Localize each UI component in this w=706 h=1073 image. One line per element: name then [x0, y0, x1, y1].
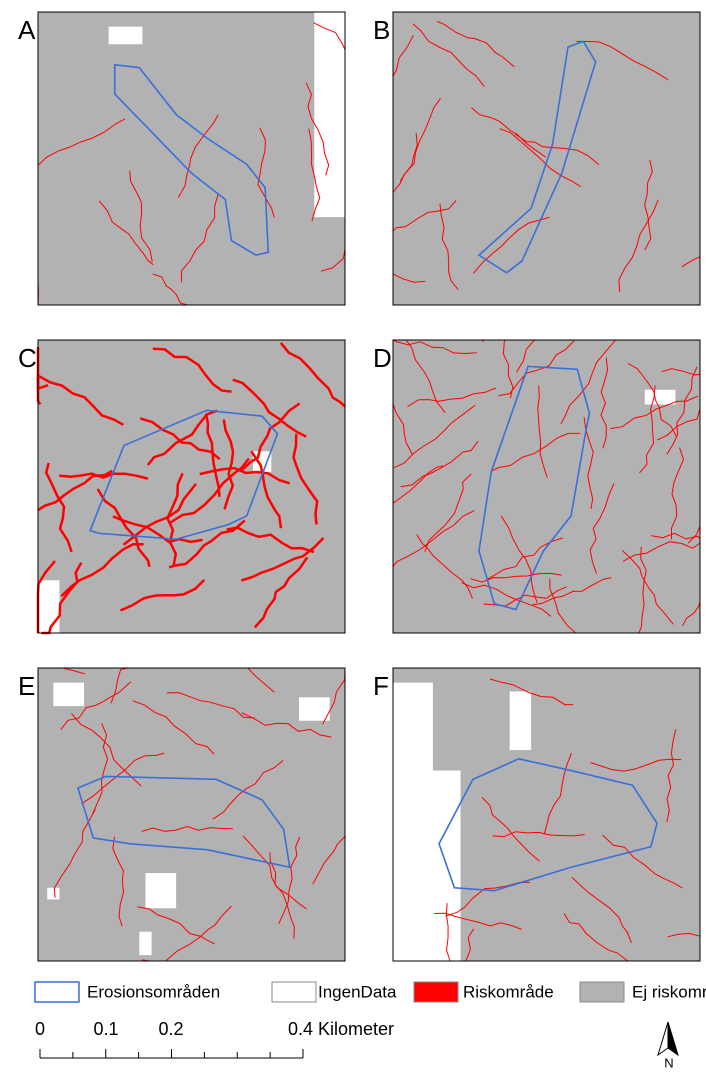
- map-panel: E: [18, 668, 345, 961]
- no-data-area: [645, 390, 676, 405]
- map-panel: A: [18, 12, 345, 305]
- no-data-area: [314, 12, 345, 217]
- no-data-area: [139, 932, 151, 955]
- legend-swatch: [35, 982, 79, 1002]
- map-panel: F: [373, 668, 700, 961]
- legend-label: Erosionsområden: [87, 982, 220, 1001]
- panel-label: B: [373, 15, 390, 45]
- legend-swatch: [272, 982, 316, 1002]
- scale-bar: 0 0.1 0.2 0.4 Kilometer: [35, 1019, 394, 1058]
- map-panel: D: [373, 340, 700, 633]
- panel-label: A: [18, 15, 36, 45]
- no-data-area: [510, 691, 531, 750]
- no-data-area: [38, 580, 59, 633]
- background: [393, 340, 700, 633]
- scale-label: 0: [35, 1019, 45, 1039]
- no-data-area: [47, 888, 59, 900]
- north-arrow: N: [658, 1022, 678, 1070]
- legend: Erosionsområden IngenData Riskområde Ej ris…: [35, 982, 706, 1002]
- map-panel: B: [373, 12, 700, 305]
- panels: A B C D E F: [18, 12, 700, 961]
- no-data-area: [299, 697, 330, 720]
- no-data-area: [109, 27, 143, 45]
- scale-label: 0.2: [158, 1019, 183, 1039]
- legend-label: Riskområde: [463, 982, 554, 1001]
- no-data-area: [393, 683, 433, 771]
- scale-label: 0.4 Kilometer: [288, 1019, 394, 1039]
- panel-label: D: [373, 343, 392, 373]
- map-panel: C: [18, 340, 345, 633]
- scale-ticks: [40, 1049, 303, 1058]
- no-data-area: [53, 683, 84, 706]
- legend-swatch: [414, 982, 458, 1002]
- legend-label: IngenData: [318, 982, 397, 1001]
- background: [393, 12, 700, 305]
- background: [38, 12, 345, 305]
- scale-label: 0.1: [93, 1019, 118, 1039]
- arrow-half: [668, 1022, 678, 1055]
- figure: A B C D E F Erosionsområden IngenData Riskområd…: [0, 0, 706, 1073]
- legend-swatch: [580, 982, 624, 1002]
- no-data-area: [393, 771, 461, 961]
- panel-label: C: [18, 343, 37, 373]
- background: [38, 340, 345, 633]
- north-label: N: [664, 1055, 673, 1070]
- arrow-half: [658, 1022, 668, 1055]
- legend-label: Ej riskområde: [632, 982, 706, 1001]
- no-data-area: [145, 873, 176, 908]
- panel-label: E: [18, 671, 35, 701]
- panel-label: F: [373, 671, 389, 701]
